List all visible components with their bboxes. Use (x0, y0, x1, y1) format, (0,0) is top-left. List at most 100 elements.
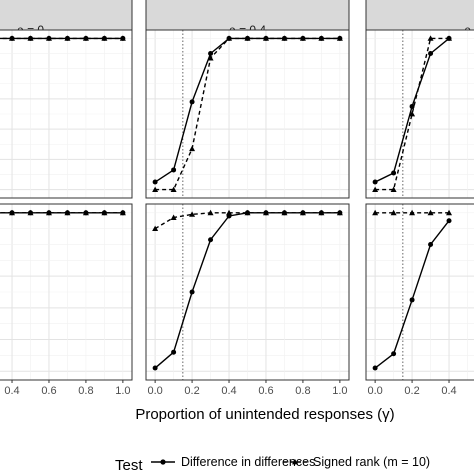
data-point-triangle (244, 35, 251, 41)
data-point-triangle (27, 35, 34, 41)
data-point-triangle (119, 35, 126, 41)
x-axis: 0.00.20.40.60.81.0 (367, 380, 457, 397)
data-point-triangle (281, 35, 288, 41)
panel-3: ρ (365, 0, 474, 199)
data-point-triangle (318, 35, 325, 41)
data-point-triangle (446, 209, 453, 216)
data-point-triangle (9, 35, 16, 41)
data-point-circle (189, 289, 195, 295)
grid (0, 30, 132, 198)
legend-key-triangle (292, 459, 298, 465)
data-point-triangle (244, 209, 251, 216)
series-2 (152, 209, 343, 232)
data-point-triangle (101, 35, 108, 41)
data-point-triangle (226, 35, 233, 41)
data-point-circle (152, 365, 158, 371)
panel-4: 0.00.20.40.60.81.0 (0, 203, 133, 397)
data-point-triangle (82, 209, 89, 216)
series-1 (372, 35, 452, 185)
panel-border (145, 203, 350, 381)
grid (366, 204, 474, 380)
data-point-triangle (336, 209, 343, 216)
data-point-triangle (101, 209, 108, 216)
data-point-triangle (152, 225, 159, 232)
data-point-triangle (189, 211, 196, 217)
data-point-triangle (318, 209, 325, 216)
series-2 (152, 35, 343, 192)
series-2 (372, 209, 453, 216)
data-point-circle (171, 349, 177, 355)
series-2 (0, 35, 126, 41)
series-2 (372, 35, 453, 192)
data-point-triangle (427, 35, 434, 41)
data-point-circle (189, 99, 195, 105)
data-point-triangle (64, 35, 71, 41)
panel-6: 0.00.20.40.60.81.0 (365, 203, 474, 397)
grid (0, 204, 132, 380)
x-tick-label: 0.8 (78, 385, 93, 397)
legend-entry-label: Signed rank (m = 10) (313, 455, 430, 469)
x-tick-label: 0.6 (41, 385, 56, 397)
data-point-triangle (27, 209, 34, 216)
grid (366, 30, 474, 198)
x-tick-label: 0.4 (4, 385, 19, 397)
data-point-circle (208, 237, 214, 243)
data-point-triangle (427, 209, 434, 216)
data-point-triangle (170, 186, 177, 192)
data-point-triangle (299, 209, 306, 216)
data-point-circle (372, 179, 378, 185)
data-point-triangle (64, 209, 71, 216)
data-point-triangle (226, 209, 233, 216)
panel-2: ρ = 0.4 (145, 0, 350, 199)
panel-border (145, 29, 350, 199)
x-tick-label: 0.6 (258, 385, 273, 397)
data-point-triangle (9, 209, 16, 216)
data-point-triangle (82, 35, 89, 41)
x-tick-label: 1.0 (115, 385, 130, 397)
data-point-triangle (281, 209, 288, 216)
x-tick-label: 0.2 (404, 385, 419, 397)
x-axis-title: Proportion of unintended responses (γ) (135, 406, 394, 423)
grid (146, 30, 349, 198)
data-point-circle (409, 297, 415, 303)
facet-strip (0, 0, 133, 31)
data-point-circle (428, 51, 434, 57)
series-1 (372, 218, 452, 371)
data-point-triangle (45, 35, 52, 41)
data-point-triangle (45, 209, 52, 216)
data-point-circle (446, 218, 452, 224)
series-line (154, 212, 340, 230)
data-point-circle (409, 103, 415, 109)
data-point-circle (372, 365, 378, 371)
panels-layer: ρ = 0ρ = 0.4ρ 0.0 0.2 0.4 0.6 0.8 1.0 0.0 0.2 0.4… (0, 0, 474, 397)
data-point-triangle (390, 186, 397, 192)
data-point-triangle (152, 186, 159, 192)
data-point-circle (208, 51, 214, 57)
data-point-circle (391, 170, 397, 176)
x-tick-label: 0.0 (367, 385, 382, 397)
data-point-triangle (390, 209, 397, 216)
panel-1: ρ = 0 (0, 0, 133, 199)
data-point-circle (171, 167, 177, 173)
series-2 (0, 209, 126, 216)
legend-entry-1: Difference in differences (151, 455, 315, 469)
legend-key-circle (160, 459, 166, 465)
data-point-circle (152, 179, 158, 185)
x-tick-label: 1.0 (332, 385, 347, 397)
data-point-triangle (170, 214, 177, 220)
legend-entry-label: Difference in differences (181, 455, 315, 469)
panel-border (0, 203, 133, 381)
data-point-triangle (207, 55, 214, 61)
data-point-triangle (409, 209, 416, 216)
facet-strip (365, 0, 474, 31)
data-point-triangle (189, 145, 196, 152)
legend-title: Test (115, 457, 143, 474)
data-point-triangle (446, 35, 453, 41)
x-tick-label: 0.2 (184, 385, 199, 397)
data-point-circle (428, 241, 434, 247)
data-point-triangle (262, 35, 269, 41)
